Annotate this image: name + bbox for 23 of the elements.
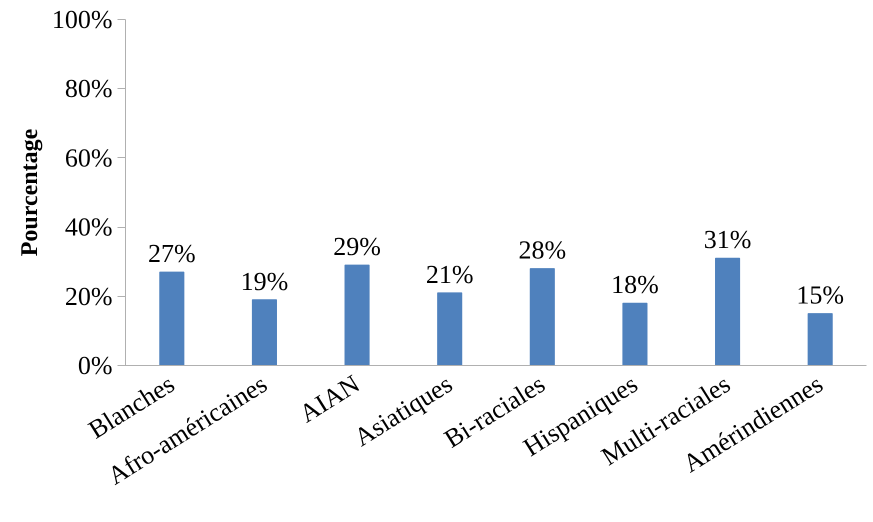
bar <box>715 258 740 366</box>
y-tick-label: 60% <box>64 143 113 172</box>
data-label: 27% <box>148 239 196 268</box>
y-tick-label: 20% <box>64 282 113 311</box>
data-label: 19% <box>240 266 288 296</box>
y-tick-label: 100% <box>52 5 113 34</box>
data-label: 15% <box>796 280 844 310</box>
data-label: 18% <box>611 270 659 300</box>
bar <box>530 268 555 366</box>
y-tick-label: 0% <box>78 351 113 380</box>
bar <box>252 299 277 366</box>
bar <box>808 313 833 366</box>
bar <box>159 272 184 366</box>
y-tick-label: 40% <box>64 212 113 242</box>
y-axis-title: Pourcentage <box>16 128 43 256</box>
data-label: 21% <box>426 260 474 289</box>
bar <box>344 264 370 366</box>
y-tick-label: 80% <box>64 74 113 104</box>
bar <box>437 292 462 366</box>
data-label: 31% <box>704 225 752 254</box>
data-label: 29% <box>333 232 381 262</box>
data-label: 28% <box>518 236 566 265</box>
bar <box>622 302 648 366</box>
